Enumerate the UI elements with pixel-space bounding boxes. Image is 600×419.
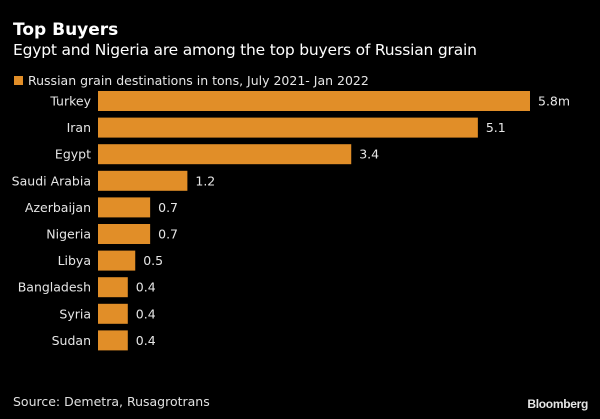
bloomberg-logo: Bloomberg — [527, 397, 588, 411]
bar — [98, 250, 136, 271]
bar — [98, 197, 151, 218]
chart-subtitle: Egypt and Nigeria are among the top buye… — [13, 41, 477, 59]
value-label: 0.5 — [143, 253, 163, 268]
bar — [98, 330, 128, 351]
category-label: Syria — [59, 306, 91, 321]
bar — [98, 144, 352, 165]
bar — [98, 170, 188, 191]
value-label: 0.4 — [136, 333, 156, 348]
legend-label: Russian grain destinations in tons, July… — [28, 73, 369, 88]
value-label: 0.4 — [136, 280, 156, 295]
category-label: Saudi Arabia — [12, 173, 91, 188]
value-label: 0.4 — [136, 306, 156, 321]
category-label: Azerbaijan — [25, 200, 91, 215]
value-label: 5.1 — [486, 120, 506, 135]
value-label: 0.7 — [158, 227, 178, 242]
value-label: 0.7 — [158, 200, 178, 215]
category-label: Nigeria — [46, 227, 91, 242]
category-label: Turkey — [49, 94, 91, 109]
category-label: Bangladesh — [18, 280, 91, 295]
bar — [98, 117, 478, 138]
bar — [98, 303, 128, 324]
category-label: Libya — [58, 253, 91, 268]
chart-title: Top Buyers — [13, 20, 119, 40]
value-label: 5.8m — [538, 94, 570, 109]
legend-swatch — [14, 76, 23, 85]
legend: Russian grain destinations in tons, July… — [14, 73, 369, 88]
category-label: Egypt — [55, 147, 91, 162]
value-label: 3.4 — [359, 147, 379, 162]
bar — [98, 224, 151, 244]
value-label: 1.2 — [195, 173, 215, 188]
bar — [98, 277, 128, 298]
category-label: Iran — [67, 120, 91, 135]
category-label: Sudan — [52, 333, 91, 348]
source-note: Source: Demetra, Rusagrotrans — [13, 394, 210, 409]
bar — [98, 91, 530, 111]
